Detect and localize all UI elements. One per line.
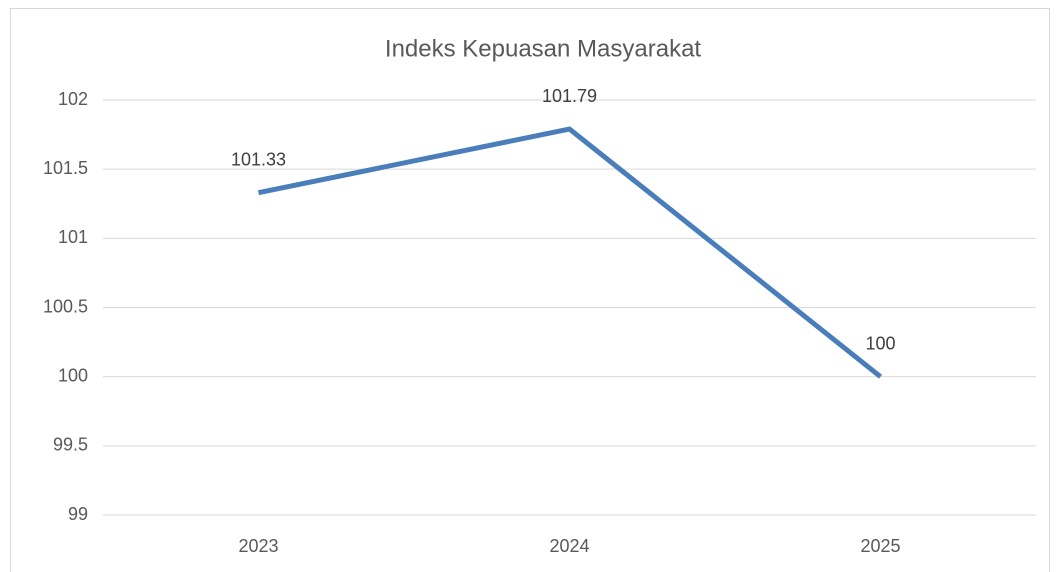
y-tick-label: 101 bbox=[58, 227, 88, 247]
y-tick-label: 99.5 bbox=[53, 435, 88, 455]
data-label: 101.79 bbox=[542, 86, 597, 106]
y-tick-label: 102 bbox=[58, 89, 88, 109]
x-tick-label: 2024 bbox=[549, 536, 589, 556]
x-tick-label: 2025 bbox=[860, 536, 900, 556]
data-label: 100 bbox=[865, 333, 895, 353]
y-tick-label: 100.5 bbox=[43, 296, 88, 316]
chart-frame bbox=[10, 8, 1050, 572]
data-line bbox=[257, 126, 883, 379]
chart-title: Indeks Kepuasan Masyarakat bbox=[385, 35, 702, 62]
y-tick-label: 100 bbox=[58, 365, 88, 385]
y-tick-label: 99 bbox=[68, 504, 88, 524]
y-tick-label: 101.5 bbox=[43, 158, 88, 178]
x-tick-label: 2023 bbox=[238, 536, 278, 556]
data-label: 101.33 bbox=[231, 149, 286, 169]
